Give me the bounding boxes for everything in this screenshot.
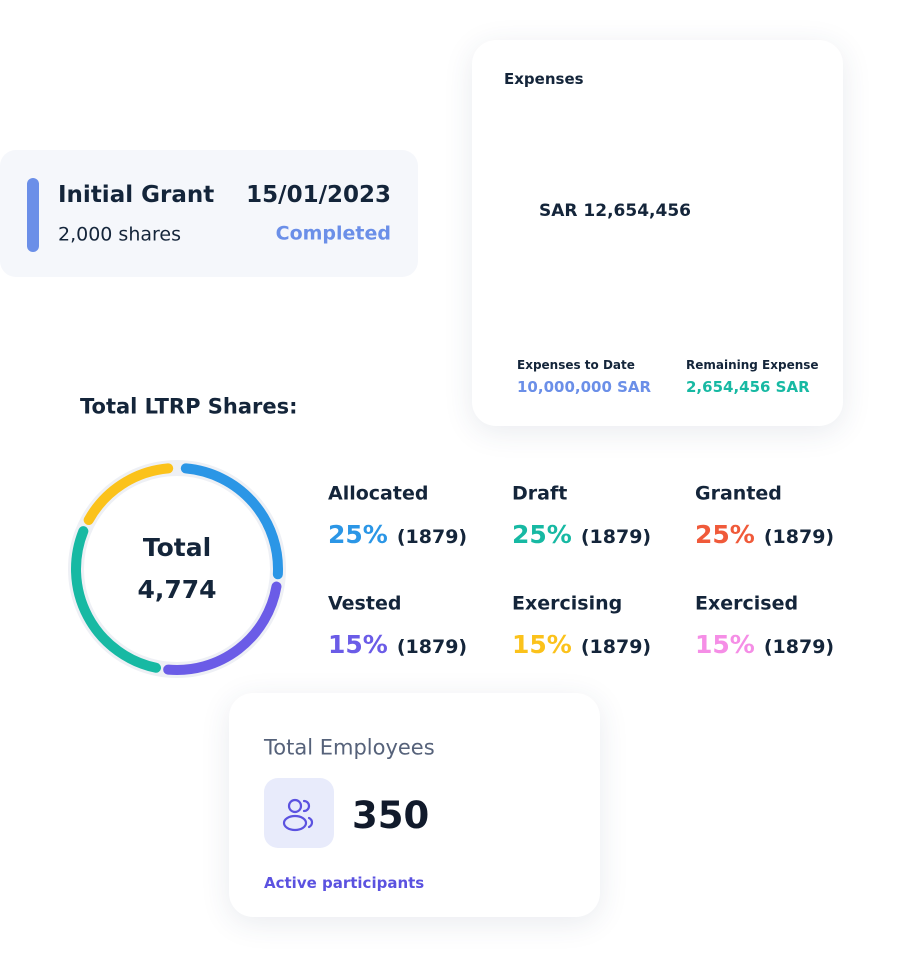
- ltrp-title: Total LTRP Shares:: [80, 394, 298, 419]
- stat-count: (1879): [580, 526, 652, 548]
- stat-percent: 25%: [328, 520, 388, 549]
- people-icon: [282, 798, 314, 832]
- stat-value: 25% (1879): [328, 520, 467, 550]
- employees-icon-box: [264, 778, 334, 848]
- stat-name: Allocated: [328, 482, 429, 505]
- grant-shares: 2,000 shares: [58, 223, 181, 246]
- stat-name: Vested: [328, 592, 402, 615]
- stat-count: (1879): [763, 636, 835, 658]
- ltrp-center-value: 4,774: [137, 575, 217, 604]
- stat-count: (1879): [396, 526, 468, 548]
- stat-percent: 25%: [512, 520, 572, 549]
- ltrp-center-label: Total: [142, 533, 212, 562]
- stat-value: 15% (1879): [695, 630, 834, 660]
- grant-status: Completed: [275, 222, 391, 245]
- stat-count: (1879): [580, 636, 652, 658]
- donut-arc: [71, 526, 162, 673]
- expenses-title: Expenses: [504, 70, 584, 88]
- grant-bar: [27, 178, 39, 252]
- stat-value: 15% (1879): [328, 630, 467, 660]
- stat-percent: 25%: [695, 520, 755, 549]
- stat-count: (1879): [396, 636, 468, 658]
- stat-percent: 15%: [328, 630, 388, 659]
- donut-arc: [163, 581, 282, 675]
- stat-percent: 15%: [695, 630, 755, 659]
- grant-date: 15/01/2023: [246, 182, 391, 209]
- stat-name: Draft: [512, 482, 568, 505]
- stat-name: Granted: [695, 482, 782, 505]
- stat-value: 15% (1879): [512, 630, 651, 660]
- expenses-to-date-value: 10,000,000 SAR: [517, 378, 652, 396]
- expenses-total: SAR 12,654,456: [539, 200, 691, 221]
- remaining-value: 2,654,456 SAR: [686, 378, 810, 396]
- donut-arc: [180, 463, 283, 580]
- expenses-card: [472, 40, 843, 426]
- stat-name: Exercised: [695, 592, 799, 615]
- donut-arc: [83, 463, 174, 526]
- stat-value: 25% (1879): [512, 520, 651, 550]
- employees-title: Total Employees: [264, 735, 435, 760]
- employees-count: 350: [352, 793, 430, 837]
- remaining-label: Remaining Expense: [686, 357, 819, 372]
- stat-name: Exercising: [512, 592, 623, 615]
- employees-note: Active participants: [264, 874, 425, 892]
- expenses-to-date-label: Expenses to Date: [517, 357, 635, 372]
- stat-count: (1879): [763, 526, 835, 548]
- stat-value: 25% (1879): [695, 520, 834, 550]
- stat-percent: 15%: [512, 630, 572, 659]
- grant-title: Initial Grant: [58, 182, 215, 209]
- grant-card: [0, 150, 418, 277]
